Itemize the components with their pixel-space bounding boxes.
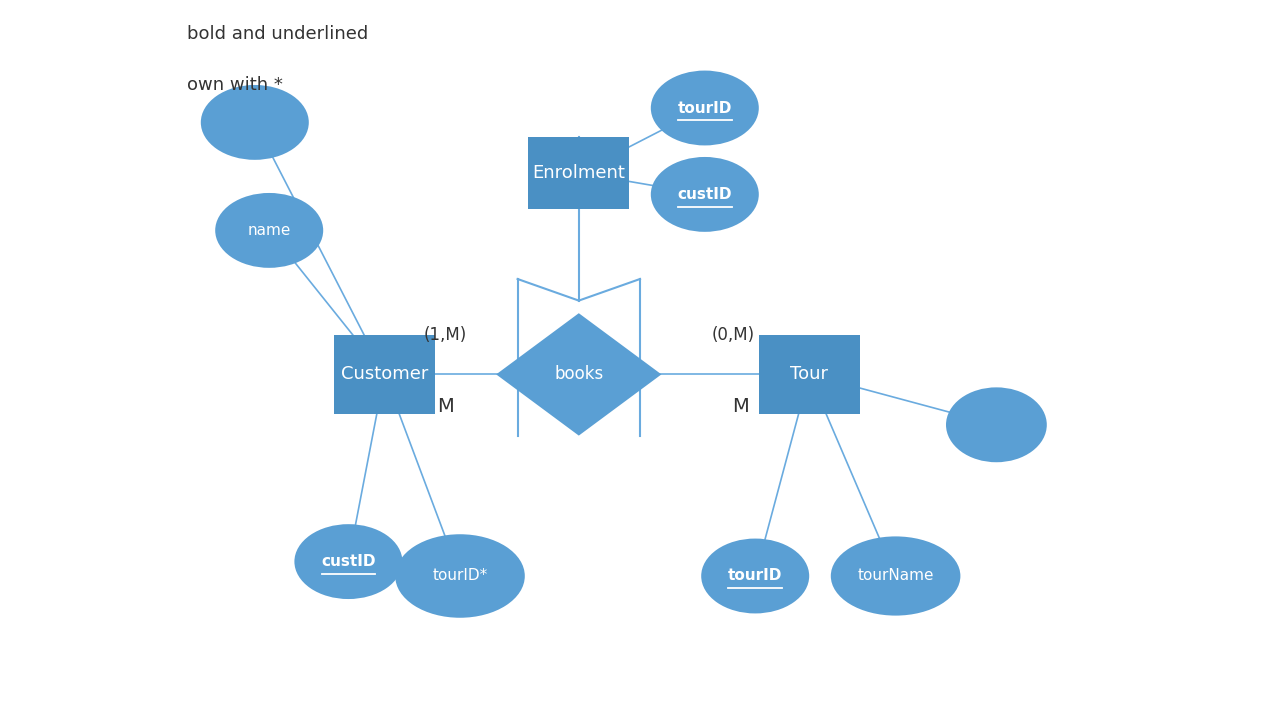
Ellipse shape bbox=[396, 534, 525, 618]
Text: custID: custID bbox=[677, 187, 732, 202]
Ellipse shape bbox=[294, 524, 402, 599]
Polygon shape bbox=[497, 313, 662, 436]
Ellipse shape bbox=[701, 539, 809, 613]
Ellipse shape bbox=[215, 193, 324, 268]
Ellipse shape bbox=[650, 71, 759, 145]
Text: M: M bbox=[438, 397, 454, 416]
Text: Tour: Tour bbox=[790, 366, 828, 384]
Text: Customer: Customer bbox=[340, 366, 428, 384]
Text: name: name bbox=[247, 223, 291, 238]
Text: tourID*: tourID* bbox=[433, 569, 488, 583]
FancyBboxPatch shape bbox=[334, 335, 435, 414]
Text: M: M bbox=[732, 397, 749, 416]
FancyBboxPatch shape bbox=[759, 335, 860, 414]
Ellipse shape bbox=[201, 85, 308, 160]
Text: tourID: tourID bbox=[728, 569, 782, 583]
Text: Enrolment: Enrolment bbox=[532, 164, 625, 182]
Text: bold and underlined: bold and underlined bbox=[187, 25, 369, 43]
Ellipse shape bbox=[650, 157, 759, 232]
Text: custID: custID bbox=[321, 554, 375, 569]
Text: tourID: tourID bbox=[677, 101, 732, 115]
Text: (0,M): (0,M) bbox=[712, 325, 755, 344]
Text: tourName: tourName bbox=[858, 569, 934, 583]
Text: own with *: own with * bbox=[187, 76, 283, 94]
Text: books: books bbox=[554, 366, 603, 384]
Text: (1,M): (1,M) bbox=[424, 325, 467, 344]
Ellipse shape bbox=[946, 387, 1047, 462]
FancyBboxPatch shape bbox=[529, 137, 630, 209]
Ellipse shape bbox=[831, 536, 960, 616]
